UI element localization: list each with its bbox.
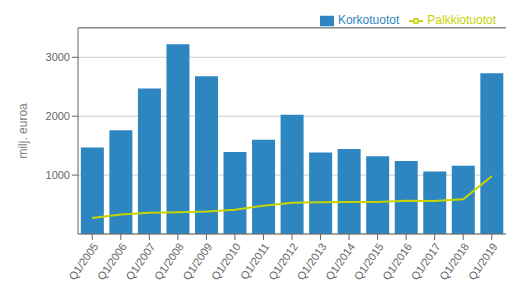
svg-text:Q1/2013: Q1/2013: [294, 240, 329, 283]
svg-text:3000: 3000: [46, 51, 70, 63]
svg-text:Q1/2007: Q1/2007: [123, 240, 158, 283]
svg-text:Q1/2016: Q1/2016: [380, 240, 415, 283]
svg-text:1000: 1000: [46, 169, 70, 181]
svg-text:Q1/2012: Q1/2012: [266, 240, 300, 283]
svg-text:Q1/2015: Q1/2015: [351, 240, 386, 283]
svg-text:Q1/2014: Q1/2014: [323, 240, 358, 283]
html-text:Korkotuotot: Korkotuotot: [337, 13, 400, 27]
svg-text:Q1/2018: Q1/2018: [437, 240, 472, 283]
svg-text:Q1/2005: Q1/2005: [66, 240, 101, 283]
svg-text:Q1/2008: Q1/2008: [151, 240, 186, 283]
svg-text:Q1/2009: Q1/2009: [180, 240, 215, 283]
svg-text:Q1/2017: Q1/2017: [408, 240, 443, 283]
svg-text:Q1/2011: Q1/2011: [237, 240, 272, 282]
svg-text:Q1/2006: Q1/2006: [94, 240, 129, 283]
html-text:Palkkiotuotot: Palkkiotuotot: [427, 13, 496, 27]
svg-text:Q1/2019: Q1/2019: [466, 241, 500, 282]
svg-text:2000: 2000: [46, 110, 70, 122]
svg-text:milj. euroa: milj. euroa: [16, 103, 30, 159]
svg-text:Q1/2010: Q1/2010: [209, 241, 243, 282]
